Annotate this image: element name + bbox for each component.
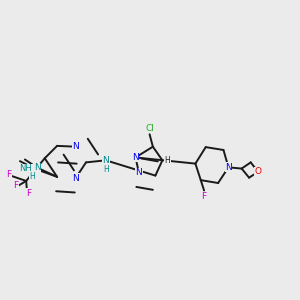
Text: H: H bbox=[103, 165, 109, 174]
Text: F: F bbox=[26, 189, 31, 198]
Text: N: N bbox=[72, 174, 79, 183]
Text: H: H bbox=[29, 172, 35, 181]
Text: F: F bbox=[202, 192, 207, 201]
Text: N: N bbox=[136, 168, 142, 177]
Text: F: F bbox=[13, 181, 18, 190]
Text: N: N bbox=[225, 163, 232, 172]
Text: H: H bbox=[164, 156, 170, 165]
Text: N: N bbox=[72, 142, 79, 151]
Text: NH: NH bbox=[20, 164, 32, 173]
Text: O: O bbox=[255, 167, 262, 176]
Text: N: N bbox=[103, 156, 109, 165]
Text: Cl: Cl bbox=[145, 124, 154, 133]
Text: F: F bbox=[6, 170, 11, 179]
Text: N: N bbox=[34, 163, 41, 172]
Text: N: N bbox=[132, 153, 139, 162]
